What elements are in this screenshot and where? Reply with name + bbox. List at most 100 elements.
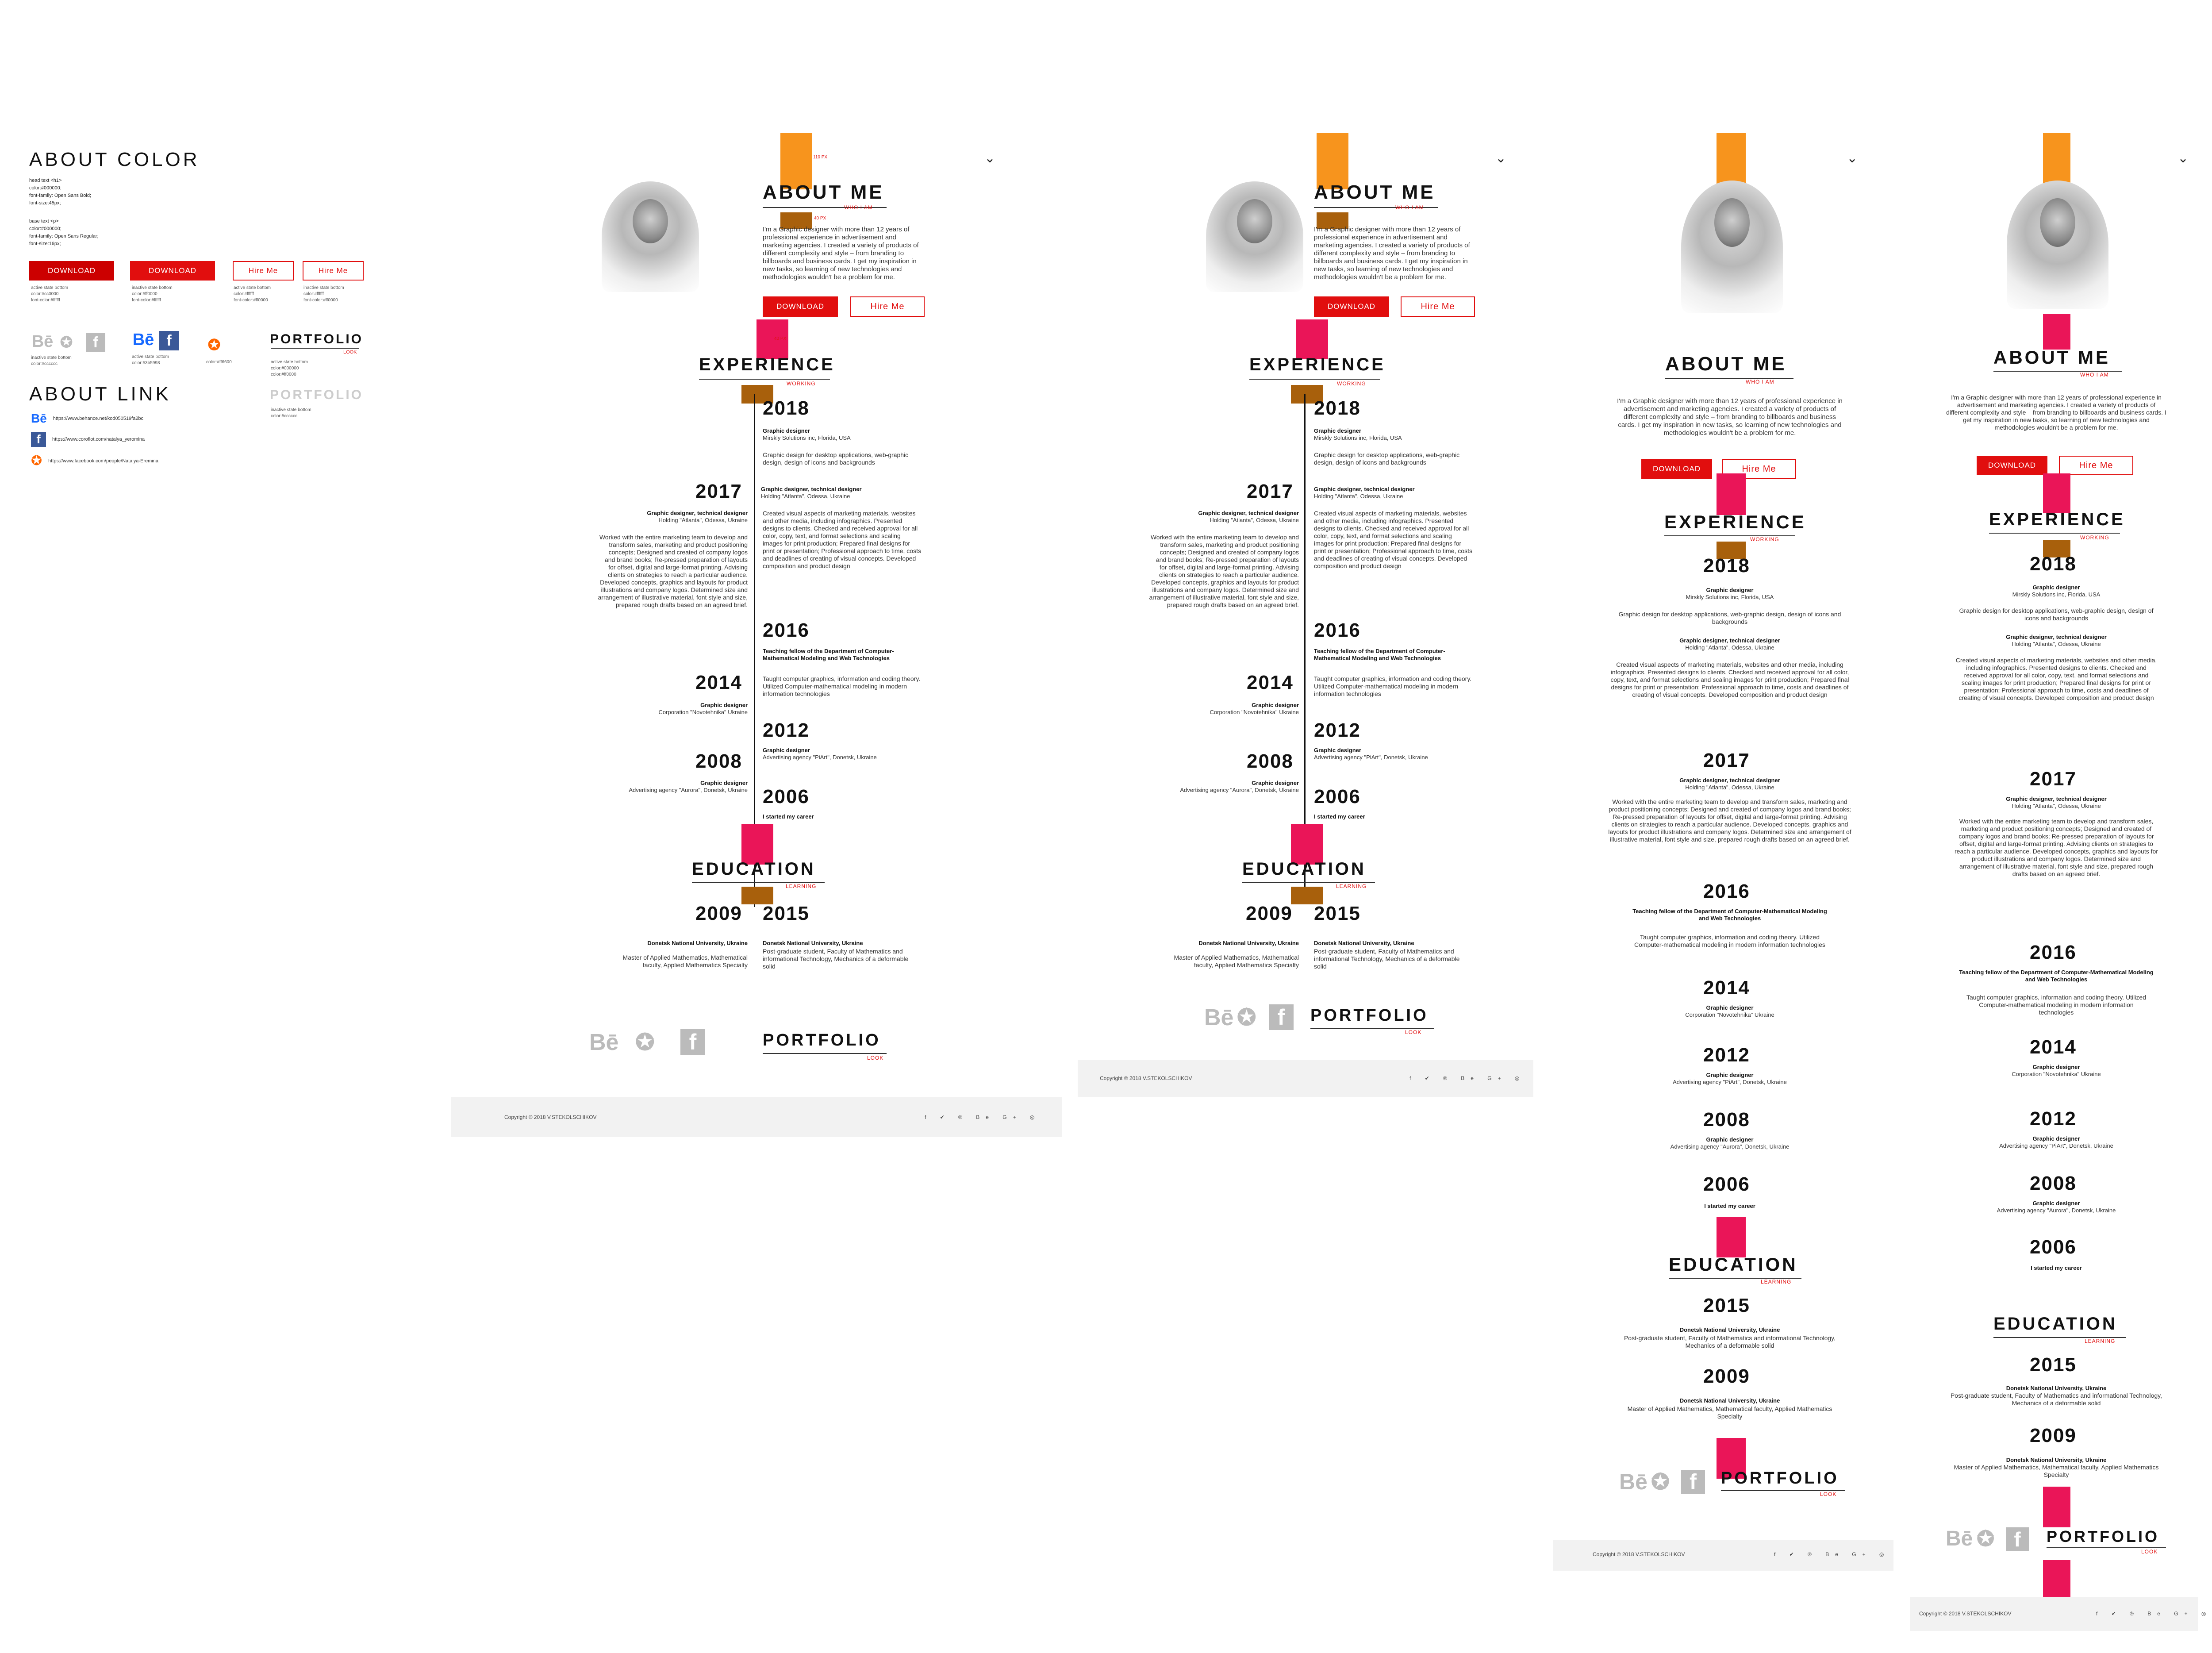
behance-icon[interactable]: Bē <box>1619 1469 1647 1494</box>
role-2016: Teaching fellow of the Department of Com… <box>1632 908 1827 922</box>
edu-desc-2009: Master of Applied Mathematics, Mathemati… <box>622 954 748 969</box>
year-2008: 2008 <box>2030 1172 2077 1194</box>
education-rule <box>1993 1337 2126 1338</box>
timeline-line <box>1304 394 1306 898</box>
chevron-down-icon[interactable]: ⌄ <box>1847 151 1858 165</box>
hire-button-active[interactable]: Hire Me <box>233 261 294 281</box>
place-2017-right: Holding "Atlanta", Odessa, Ukraine <box>761 493 850 500</box>
portfolio-link[interactable]: PORTFOLIO <box>1721 1469 1839 1488</box>
year-2009: 2009 <box>1246 903 1293 924</box>
hire-button[interactable]: Hire Me <box>1401 296 1475 317</box>
coroflot-icon[interactable]: ✪ <box>1237 1005 1256 1030</box>
chevron-down-icon[interactable]: ⌄ <box>984 151 996 165</box>
hire-button[interactable]: Hire Me <box>850 296 925 317</box>
coroflot-icon: ✪ <box>31 454 42 468</box>
year-2014: 2014 <box>1703 977 1750 999</box>
copyright: Copyright © 2018 V.STEKOLSCHIKOV <box>1100 1075 1192 1081</box>
uni-2009: Donetsk National University, Ukraine <box>1679 1397 1780 1404</box>
portfolio-link-inactive[interactable]: PORTFOLIO <box>270 388 363 402</box>
role-2017-left: Graphic designer, technical designer <box>1198 510 1299 516</box>
copyright: Copyright © 2018 V.STEKOLSCHIKOV <box>1593 1551 1685 1557</box>
edu-desc-2015: Post-graduate student, Faculty of Mathem… <box>1950 1392 2162 1407</box>
link-coroflot[interactable]: ✪ https://www.facebook.com/people/Natalya… <box>31 454 158 468</box>
place-2017-a: Holding "Atlanta", Odessa, Ukraine <box>2012 641 2101 647</box>
coroflot-icon-active[interactable]: ✪ <box>207 337 221 354</box>
portfolio-link[interactable]: PORTFOLIO <box>2047 1527 2159 1545</box>
desc-2017-a: Created visual aspects of marketing mate… <box>1610 661 1849 698</box>
coroflot-icon[interactable]: ✪ <box>1977 1527 1995 1551</box>
coroflot-icon[interactable]: ✪ <box>60 334 73 351</box>
link-facebook[interactable]: f https://www.coroflot.com/natalya_yeromi… <box>31 432 145 447</box>
role-2008: Graphic designer <box>2032 1200 2080 1207</box>
hire-button-inactive[interactable]: Hire Me <box>303 261 364 281</box>
download-button[interactable]: DOWNLOAD <box>1641 459 1712 479</box>
facebook-icon[interactable]: f <box>86 333 105 352</box>
place-2012: Advertising agency "PiArt", Donetsk, Ukr… <box>1999 1142 2113 1149</box>
portfolio-link-active[interactable]: PORTFOLIO <box>270 332 363 346</box>
chevron-down-icon[interactable]: ⌄ <box>1495 151 1507 165</box>
footer-social-icons[interactable]: f ✔ ℗ Be G+ ◎ <box>1409 1075 1526 1081</box>
portfolio-link[interactable]: PORTFOLIO <box>763 1031 881 1049</box>
about-title: ABOUT ME <box>1314 181 1436 203</box>
hire-button[interactable]: Hire Me <box>2059 456 2133 475</box>
profile-photo <box>602 181 699 292</box>
facebook-icon[interactable]: f <box>1269 1004 1294 1030</box>
education-rule <box>1669 1278 1801 1279</box>
facebook-icon[interactable]: f <box>680 1029 705 1055</box>
footer-social-icons[interactable]: f ✔ ℗ Be G+ ◎ <box>2096 1611 2212 1617</box>
place-2008: Advertising agency "Aurora", Donetsk, Uk… <box>629 787 748 793</box>
year-2014: 2014 <box>2030 1036 2077 1058</box>
year-2018: 2018 <box>2030 553 2077 575</box>
caption-3: active state bottom color:#ffffff font-col… <box>234 285 271 303</box>
behance-icon[interactable]: Bē <box>589 1030 619 1055</box>
behance-icon[interactable]: Bē <box>1204 1005 1234 1030</box>
footer-social-icons[interactable]: f ✔ ℗ Be G+ ◎ <box>1774 1551 1890 1557</box>
facebook-icon-active[interactable]: f <box>159 331 179 350</box>
spacing-marker <box>1717 542 1746 559</box>
behance-icon[interactable]: Bē <box>31 332 54 351</box>
spacing-marker <box>2043 473 2070 513</box>
experience-title: EXPERIENCE <box>1664 511 1806 532</box>
facebook-icon[interactable]: f <box>2006 1527 2029 1551</box>
who-label: WHO I AM <box>844 204 873 211</box>
coroflot-icon[interactable]: ✪ <box>1651 1469 1670 1494</box>
role-2006: I started my career <box>2031 1265 2082 1271</box>
download-button[interactable]: DOWNLOAD <box>763 296 838 317</box>
place-2014: Corporation "Novotehnika" Ukraine <box>658 709 748 715</box>
download-button[interactable]: DOWNLOAD <box>1977 456 2047 475</box>
behance-icon: Bē <box>31 411 47 425</box>
who-label: WHO I AM <box>1395 204 1424 211</box>
behance-icon[interactable]: Bē <box>1946 1527 1973 1550</box>
year-2016: 2016 <box>1703 880 1750 902</box>
footer-social-icons[interactable]: f ✔ ℗ Be G+ ◎ <box>925 1114 1041 1120</box>
year-2012: 2012 <box>2030 1108 2077 1130</box>
desc-2017-right: Created visual aspects of marketing mate… <box>763 510 921 569</box>
spacing-marker <box>1317 212 1348 229</box>
working-label: WORKING <box>2080 534 2109 541</box>
download-button[interactable]: DOWNLOAD <box>1314 296 1389 317</box>
facebook-icon[interactable]: f <box>1681 1470 1705 1494</box>
download-button-active[interactable]: DOWNLOAD <box>29 261 114 281</box>
year-2015: 2015 <box>1314 903 1361 924</box>
download-button-inactive[interactable]: DOWNLOAD <box>130 261 215 281</box>
year-2014: 2014 <box>695 672 742 693</box>
resume-desktop-1: 110 PX ⌄ ABOUT ME WHO I AM 40 PX I'm a G… <box>451 128 1066 1137</box>
bio-text: I'm a Graphic designer with more than 12… <box>763 226 919 281</box>
learning-label: LEARNING <box>1761 1279 1792 1285</box>
chevron-down-icon[interactable]: ⌄ <box>2177 151 2189 165</box>
uni-2009: Donetsk National University, Ukraine <box>1198 940 1299 946</box>
behance-icon-active[interactable]: Bē <box>132 330 154 349</box>
desc-2018: Graphic design for desktop applications,… <box>1314 451 1460 466</box>
place-2017-right: Holding "Atlanta", Odessa, Ukraine <box>1314 493 1403 500</box>
coroflot-icon[interactable]: ✪ <box>635 1030 655 1055</box>
portfolio-link[interactable]: PORTFOLIO <box>1310 1006 1429 1025</box>
experience-rule <box>699 379 830 380</box>
year-2009: 2009 <box>695 903 742 924</box>
desc-2017-right: Created visual aspects of marketing mate… <box>1314 510 1472 569</box>
place-2008: Advertising agency "Aurora", Donetsk, Uk… <box>1670 1143 1790 1150</box>
year-2014: 2014 <box>1247 672 1294 693</box>
link-behance[interactable]: Bē https://www.behance.net/kod050519fa2bc <box>31 411 144 425</box>
year-2015: 2015 <box>1703 1295 1750 1316</box>
role-2008: Graphic designer <box>1706 1136 1754 1143</box>
resume-desktop-2: ⌄ ABOUT ME WHO I AM I'm a Graphic design… <box>1078 128 1538 1102</box>
